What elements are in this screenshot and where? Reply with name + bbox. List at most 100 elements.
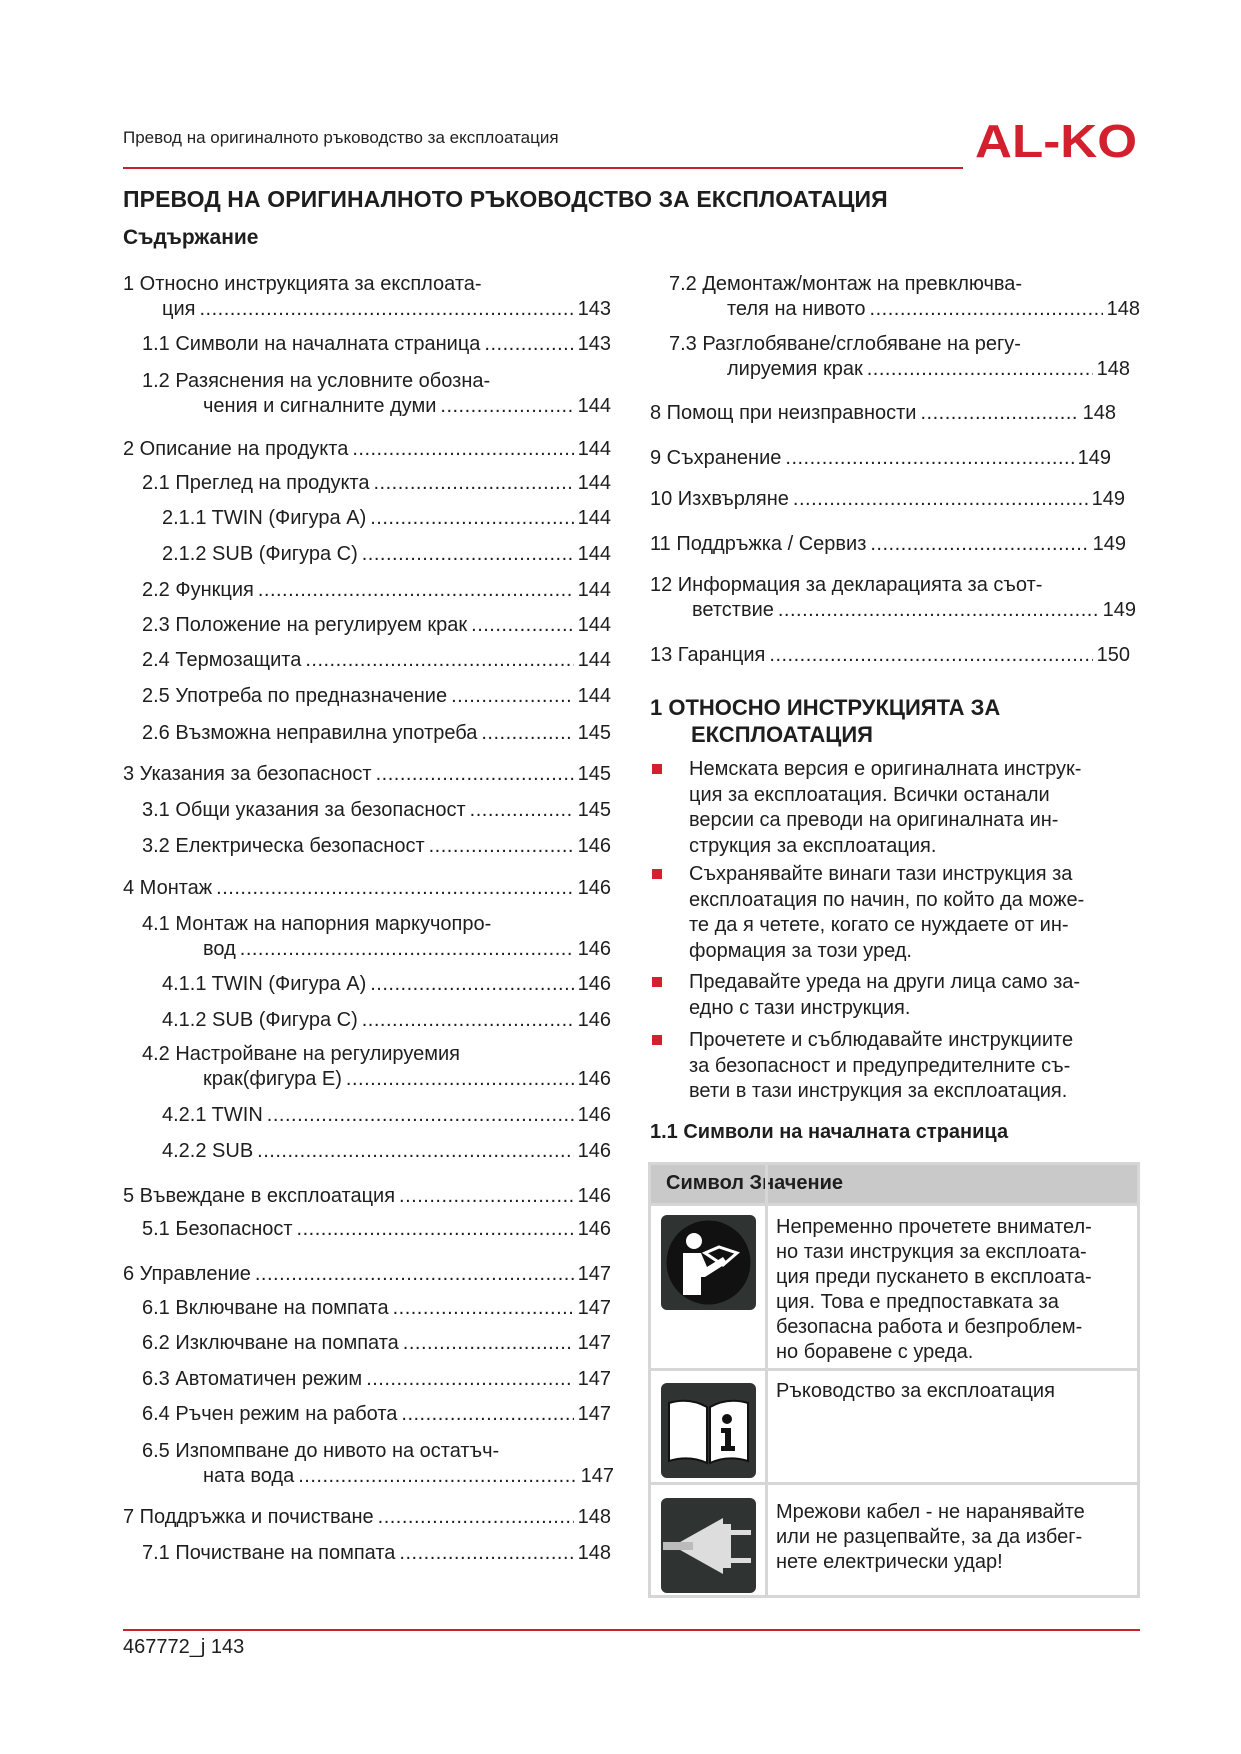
toc-entry[interactable]: 4.2.2 SUB 146 — [162, 1139, 611, 1163]
row-divider — [651, 1368, 1137, 1371]
toc-entry-title: чения и сигналните думи — [203, 394, 437, 417]
toc-entry[interactable]: 13 Гаранция 150 — [650, 643, 1130, 667]
toc-entry[interactable]: 7 Поддръжка и почистване 148 — [123, 1505, 611, 1529]
dot-leader — [362, 1008, 574, 1032]
toc-entry-title: 4.2 Настройване на регулируемия — [142, 1043, 460, 1065]
dot-leader — [393, 1296, 574, 1320]
symbols-table: Символ Значение Непременно прочетете вни… — [648, 1162, 1140, 1598]
toc-entry[interactable]: вод 146 — [203, 937, 611, 961]
toc-page-number: 144 — [577, 507, 611, 529]
toc-entry-title: 3.2 Електрическа безопасност — [142, 835, 425, 857]
bullet-marker — [652, 869, 662, 879]
dot-leader — [429, 834, 574, 858]
toc-entry[interactable]: 2.4 Термозащита 144 — [142, 648, 611, 672]
toc-entry[interactable]: 2.3 Положение на регулируем крак 144 — [142, 613, 611, 637]
toc-entry[interactable]: ветствие 149 — [692, 598, 1136, 622]
toc-page-number: 144 — [577, 543, 611, 565]
read-manual-person-icon — [661, 1215, 756, 1310]
toc-entry[interactable]: 3 Указания за безопасност 145 — [123, 762, 611, 786]
power-plug-icon — [661, 1498, 756, 1593]
meaning-text: Ръководство за експлоатация — [776, 1380, 1055, 1402]
toc-entry-title: 4.1 Монтаж на напорния маркучопро- — [142, 913, 492, 935]
toc-entry[interactable]: 5.1 Безопасност 146 — [142, 1217, 611, 1241]
toc-entry-title: 2.2 Функция — [142, 579, 254, 601]
toc-entry[interactable]: лируемия крак 148 — [727, 357, 1130, 381]
dot-leader — [778, 598, 1099, 622]
toc-entry-title: 10 Изхвърляне — [650, 488, 789, 510]
toc-page-number: 147 — [577, 1368, 611, 1390]
toc-entry-title: вод — [203, 937, 236, 960]
toc-entry[interactable]: 2 Описание на продукта 144 — [123, 437, 611, 461]
toc-page-number: 144 — [577, 614, 611, 636]
dot-leader — [257, 1139, 573, 1163]
toc-page-number: 150 — [1096, 644, 1130, 666]
toc-entry[interactable]: 7.3 Разглобяване/сглобяване на регу- — [669, 332, 1021, 356]
toc-entry[interactable]: 6.1 Включване на помпата 147 — [142, 1296, 611, 1320]
row-divider — [651, 1482, 1137, 1485]
toc-entry[interactable]: 9 Съхранение 149 — [650, 446, 1111, 470]
toc-page-number: 146 — [577, 973, 611, 995]
toc-page-number: 143 — [577, 333, 611, 355]
toc-entry-title: лируемия крак — [727, 357, 863, 380]
meaning-text: ция. Това е предпоставката за — [776, 1291, 1059, 1313]
toc-entry[interactable]: 6 Управление 147 — [123, 1262, 611, 1286]
toc-entry[interactable]: 2.5 Употреба по предназначение 144 — [142, 684, 611, 708]
toc-entry[interactable]: 7.1 Почистване на помпата 148 — [142, 1541, 611, 1565]
toc-entry[interactable]: 2.1 Преглед на продукта 144 — [142, 471, 611, 495]
toc-entry[interactable]: 11 Поддръжка / Сервиз 149 — [650, 532, 1126, 556]
toc-entry[interactable]: ция 143 — [162, 297, 611, 321]
toc-entry-title: 2.5 Употреба по предназначение — [142, 685, 448, 707]
dot-leader — [199, 297, 573, 321]
toc-entry[interactable]: 8 Помощ при неизправности 148 — [650, 401, 1116, 425]
meaning-text: но тази инструкция за експлоата- — [776, 1241, 1087, 1263]
toc-entry[interactable]: 4 Монтаж 146 — [123, 876, 611, 900]
toc-entry[interactable]: чения и сигналните думи 144 — [203, 394, 611, 418]
meaning-text: Мрежови кабел - не наранявайте — [776, 1501, 1085, 1523]
dot-leader — [769, 643, 1092, 667]
toc-entry[interactable]: крак(фигура E) 146 — [203, 1067, 611, 1091]
toc-page-number: 148 — [1106, 297, 1140, 320]
toc-entry[interactable]: 6.3 Автоматичен режим 147 — [142, 1367, 611, 1391]
toc-entry[interactable]: 2.1.1 TWIN (Фигура A) 144 — [162, 506, 611, 530]
toc-entry[interactable]: 7.2 Демонтаж/монтаж на превключва- — [669, 272, 1022, 296]
toc-entry-title: 2 Описание на продукта — [123, 438, 349, 460]
toc-page-number: 146 — [577, 1218, 611, 1240]
toc-entry-title: 4.2.2 SUB — [162, 1140, 254, 1162]
toc-page-number: 147 — [577, 1297, 611, 1319]
toc-entry[interactable]: 2.2 Функция 144 — [142, 578, 611, 602]
toc-entry-title: 6.3 Автоматичен режим — [142, 1368, 363, 1390]
toc-entry[interactable]: 1.2 Разяснения на условните обозна- — [142, 369, 490, 393]
toc-entry-title: 7.2 Демонтаж/монтаж на превключва- — [669, 273, 1023, 295]
toc-entry-title: ветствие — [692, 598, 774, 621]
toc-entry[interactable]: 4.1.1 TWIN (Фигура A) 146 — [162, 972, 611, 996]
toc-entry[interactable]: 4.2.1 TWIN 146 — [162, 1103, 611, 1127]
toc-entry-title: 2.6 Възможна неправилна употреба — [142, 722, 478, 744]
toc-entry[interactable]: 5 Въвеждане в експлоатация 146 — [123, 1184, 611, 1208]
bullet-text: вети в тази инструкция за експлоатация. — [689, 1080, 1068, 1102]
toc-entry[interactable]: ната вода 147 — [203, 1464, 614, 1488]
toc-entry[interactable]: 6.4 Ръчен режим на работа 147 — [142, 1402, 611, 1426]
toc-entry[interactable]: теля на нивото 148 — [727, 297, 1140, 321]
toc-entry[interactable]: 4.1 Монтаж на напорния маркучопро- — [142, 912, 491, 936]
toc-entry[interactable]: 10 Изхвърляне 149 — [650, 487, 1125, 511]
toc-entry-title: 6.2 Изключване на помпата — [142, 1332, 399, 1354]
toc-entry[interactable]: 4.2 Настройване на регулируемия — [142, 1042, 460, 1066]
meaning-text: безопасна работа и безпроблем- — [776, 1316, 1083, 1338]
toc-entry[interactable]: 6.2 Изключване на помпата 147 — [142, 1331, 611, 1355]
toc-entry[interactable]: 2.6 Възможна неправилна употреба 145 — [142, 721, 611, 745]
toc-entry-title: крак(фигура E) — [203, 1067, 342, 1090]
toc-entry-title: 4.1.1 TWIN (Фигура A) — [162, 973, 367, 995]
toc-entry[interactable]: 1.1 Символи на началната страница 143 — [142, 332, 611, 356]
bullet-text: ция за експлоатация. Всички останали — [689, 783, 1050, 806]
toc-entry[interactable]: 4.1.2 SUB (Фигура C) 146 — [162, 1008, 611, 1032]
toc-page-number: 145 — [577, 799, 611, 821]
toc-entry[interactable]: 1 Относно инструкцията за експлоата- — [123, 272, 482, 296]
toc-entry[interactable]: 2.1.2 SUB (Фигура C) 144 — [162, 542, 611, 566]
toc-entry[interactable]: 3.2 Електрическа безопасност 146 — [142, 834, 611, 858]
bullet-text: едно с тази инструкция. — [689, 996, 911, 1019]
toc-entry[interactable]: 12 Информация за декларацията за съот- — [650, 573, 1042, 597]
bullet-text: за безопасност и предупредителните съ- — [689, 1054, 1071, 1077]
table-header: Символ Значение — [651, 1165, 1137, 1203]
toc-entry[interactable]: 3.1 Общи указания за безопасност 145 — [142, 798, 611, 822]
toc-entry[interactable]: 6.5 Изпомпване до нивото на остатъч- — [142, 1439, 499, 1463]
